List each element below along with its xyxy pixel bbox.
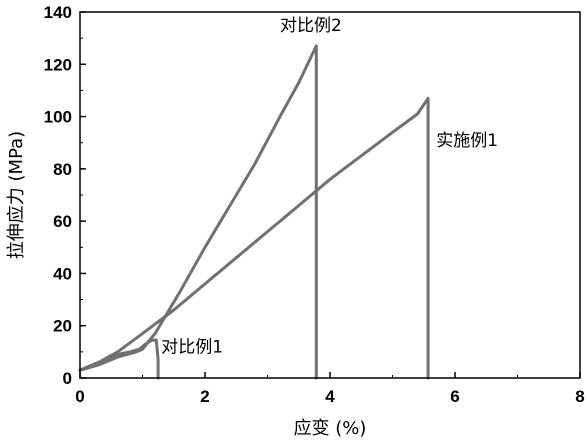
series-annotation-1: 对比例2 xyxy=(280,16,342,36)
x-tick-label: 0 xyxy=(75,387,84,406)
series-annotation-2: 实施例1 xyxy=(436,131,498,151)
series-annotation-3: 对比例1 xyxy=(161,338,223,358)
x-axis-label: 应变 (%) xyxy=(294,418,367,439)
x-tick-label: 6 xyxy=(450,387,459,406)
series-line-2 xyxy=(78,96,430,380)
y-tick-label: 60 xyxy=(53,212,72,231)
series-line-1 xyxy=(78,44,318,380)
y-axis-label: 拉伸应力 (MPa) xyxy=(6,131,27,259)
y-tick-label: 0 xyxy=(63,369,72,388)
y-tick-label: 100 xyxy=(44,108,72,127)
series-line-3 xyxy=(78,338,160,380)
y-tick-label: 40 xyxy=(53,264,72,283)
x-tick-label: 8 xyxy=(575,387,584,406)
y-tick-label: 80 xyxy=(53,160,72,179)
y-tick-label: 120 xyxy=(44,55,72,74)
axes xyxy=(79,11,581,379)
y-tick-label: 140 xyxy=(44,3,72,22)
plot-area xyxy=(78,44,430,380)
x-tick-label: 2 xyxy=(200,387,209,406)
y-tick-label: 20 xyxy=(53,317,72,336)
x-tick-label: 4 xyxy=(325,387,335,406)
